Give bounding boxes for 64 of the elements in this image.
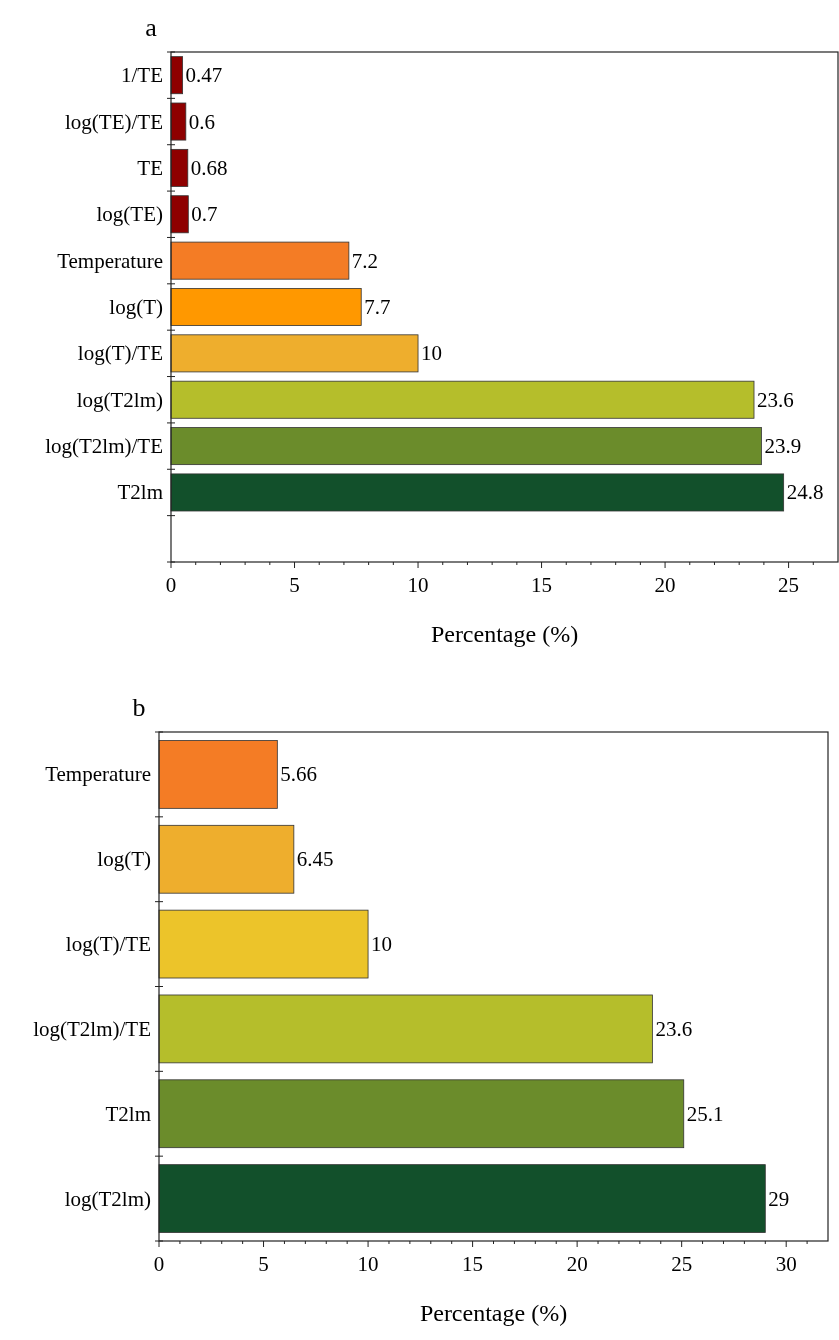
y-tick-label: log(T2lm) (76, 387, 163, 412)
bar (170, 427, 762, 466)
data-label: 7.2 (351, 248, 379, 273)
x-tick-label: 0 (153, 1252, 165, 1276)
x-tick-label: 25 (778, 573, 800, 597)
data-label: 0.7 (191, 202, 218, 227)
bar (170, 473, 785, 512)
data-label: 0.68 (190, 155, 228, 180)
x-tick-label: 25 (671, 1252, 693, 1276)
bar (158, 909, 369, 979)
bar (158, 1079, 685, 1149)
data-label: 0.6 (188, 109, 216, 134)
data-label: 23.6 (655, 1016, 693, 1041)
y-tick-label: Temperature (57, 248, 163, 273)
x-tick-label: 15 (531, 573, 553, 597)
y-tick-label: Temperature (45, 762, 151, 787)
y-tick-label: T2lm (105, 1101, 151, 1126)
x-tick-label: 30 (775, 1252, 797, 1276)
chart-title: a (145, 13, 158, 42)
y-tick-label: TE (137, 155, 163, 180)
bar (170, 288, 362, 326)
data-label: 7.7 (364, 295, 391, 319)
bar (170, 334, 419, 373)
bar (170, 241, 350, 280)
y-tick-label: log(T)/TE (65, 932, 151, 957)
bar (170, 195, 189, 234)
x-tick-label: 10 (407, 573, 429, 597)
y-tick-label: log(TE) (96, 202, 163, 227)
data-label: 10 (371, 932, 393, 957)
x-tick-label: 10 (357, 1252, 379, 1276)
bar (158, 824, 295, 894)
data-label: 5.66 (280, 762, 318, 787)
chart-title: b (132, 693, 146, 722)
y-tick-label: log(T) (97, 847, 151, 872)
x-tick-label: 20 (566, 1252, 588, 1276)
data-label: 23.6 (757, 387, 794, 412)
bar (158, 740, 278, 809)
data-label: 24.8 (786, 480, 824, 505)
bar (170, 102, 187, 141)
x-tick-label: 5 (289, 573, 300, 597)
x-tick-label: 15 (462, 1252, 484, 1276)
y-tick-label: log(T2lm)/TE (45, 434, 163, 459)
x-tick-label: 20 (654, 573, 676, 597)
y-tick-label: log(T2lm)/TE (33, 1016, 151, 1041)
data-label: 23.9 (764, 434, 802, 459)
bar (170, 148, 189, 187)
data-label: 29 (768, 1186, 790, 1211)
y-tick-label: log(TE)/TE (65, 109, 163, 134)
x-tick-label: 0 (165, 573, 177, 597)
y-tick-label: log(T) (109, 295, 163, 319)
x-axis-title: Percentage (%) (419, 1300, 568, 1326)
bar (170, 380, 755, 419)
data-label: 0.47 (185, 63, 223, 88)
y-tick-label: T2lm (117, 480, 163, 505)
bar (158, 1164, 766, 1233)
bar (158, 994, 653, 1064)
x-axis-title: Percentage (%) (430, 621, 579, 647)
data-label: 6.45 (296, 847, 334, 872)
data-label: 10 (421, 341, 443, 366)
data-label: 25.1 (686, 1101, 724, 1126)
y-tick-label: log(T)/TE (77, 341, 163, 366)
y-tick-label: 1/TE (121, 63, 163, 88)
x-tick-label: 5 (258, 1252, 269, 1276)
y-tick-label: log(T2lm) (64, 1186, 151, 1211)
